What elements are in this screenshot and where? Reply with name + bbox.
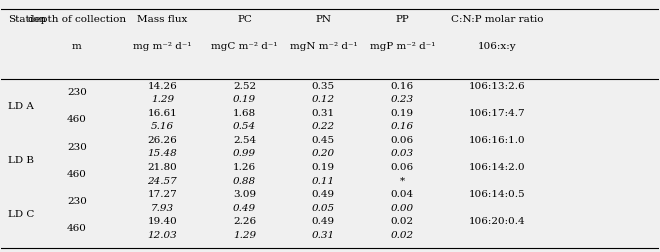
Text: 0.31: 0.31	[312, 231, 335, 240]
Text: 0.06: 0.06	[391, 163, 414, 172]
Text: LD B: LD B	[8, 156, 34, 165]
Text: 1.26: 1.26	[233, 163, 256, 172]
Text: 14.26: 14.26	[148, 82, 178, 91]
Text: 0.04: 0.04	[391, 190, 414, 199]
Text: LD A: LD A	[8, 102, 34, 111]
Text: 0.00: 0.00	[391, 204, 414, 213]
Text: 106:14:2.0: 106:14:2.0	[469, 163, 526, 172]
Text: 2.54: 2.54	[233, 136, 256, 145]
Text: 12.03: 12.03	[148, 231, 178, 240]
Text: mgC m⁻² d⁻¹: mgC m⁻² d⁻¹	[211, 42, 278, 51]
Text: Station: Station	[8, 15, 46, 24]
Text: 106:13:2.6: 106:13:2.6	[469, 82, 526, 91]
Text: mgN m⁻² d⁻¹: mgN m⁻² d⁻¹	[290, 42, 357, 51]
Text: Mass flux: Mass flux	[137, 15, 187, 24]
Text: m: m	[72, 42, 82, 51]
Text: 230: 230	[67, 197, 87, 206]
Text: 24.57: 24.57	[148, 176, 178, 185]
Text: PP: PP	[395, 15, 409, 24]
Text: 0.31: 0.31	[312, 109, 335, 118]
Text: 0.11: 0.11	[312, 176, 335, 185]
Text: LD C: LD C	[8, 210, 34, 219]
Text: PC: PC	[237, 15, 252, 24]
Text: 15.48: 15.48	[148, 149, 178, 159]
Text: 2.52: 2.52	[233, 82, 256, 91]
Text: 0.05: 0.05	[312, 204, 335, 213]
Text: 0.88: 0.88	[233, 176, 256, 185]
Text: 460: 460	[67, 170, 87, 179]
Text: 0.19: 0.19	[391, 109, 414, 118]
Text: 0.20: 0.20	[312, 149, 335, 159]
Text: 0.22: 0.22	[312, 122, 335, 131]
Text: 3.09: 3.09	[233, 190, 256, 199]
Text: 230: 230	[67, 143, 87, 152]
Text: 1.68: 1.68	[233, 109, 256, 118]
Text: 0.49: 0.49	[233, 204, 256, 213]
Text: 0.49: 0.49	[312, 217, 335, 226]
Text: 0.12: 0.12	[312, 95, 335, 104]
Text: mg m⁻² d⁻¹: mg m⁻² d⁻¹	[133, 42, 191, 51]
Text: 1.29: 1.29	[233, 231, 256, 240]
Text: 0.54: 0.54	[233, 122, 256, 131]
Text: PN: PN	[315, 15, 331, 24]
Text: 0.16: 0.16	[391, 122, 414, 131]
Text: 0.16: 0.16	[391, 82, 414, 91]
Text: 230: 230	[67, 88, 87, 97]
Text: 106:16:1.0: 106:16:1.0	[469, 136, 526, 145]
Text: 2.26: 2.26	[233, 217, 256, 226]
Text: 1.29: 1.29	[151, 95, 174, 104]
Text: 17.27: 17.27	[148, 190, 178, 199]
Text: 0.06: 0.06	[391, 136, 414, 145]
Text: 106:20:0.4: 106:20:0.4	[469, 217, 526, 226]
Text: 106:17:4.7: 106:17:4.7	[469, 109, 526, 118]
Text: 0.19: 0.19	[312, 163, 335, 172]
Text: mgP m⁻² d⁻¹: mgP m⁻² d⁻¹	[370, 42, 435, 51]
Text: 16.61: 16.61	[148, 109, 178, 118]
Text: 21.80: 21.80	[148, 163, 178, 172]
Text: 0.99: 0.99	[233, 149, 256, 159]
Text: 26.26: 26.26	[148, 136, 178, 145]
Text: 460: 460	[67, 115, 87, 124]
Text: 19.40: 19.40	[148, 217, 178, 226]
Text: 460: 460	[67, 224, 87, 233]
Text: 0.02: 0.02	[391, 231, 414, 240]
Text: 0.03: 0.03	[391, 149, 414, 159]
Text: 106:x:y: 106:x:y	[478, 42, 517, 51]
Text: 0.19: 0.19	[233, 95, 256, 104]
Text: 0.23: 0.23	[391, 95, 414, 104]
Text: 106:14:0.5: 106:14:0.5	[469, 190, 526, 199]
Text: C:N:P molar ratio: C:N:P molar ratio	[451, 15, 544, 24]
Text: 7.93: 7.93	[151, 204, 174, 213]
Text: 0.49: 0.49	[312, 190, 335, 199]
Text: 0.45: 0.45	[312, 136, 335, 145]
Text: 5.16: 5.16	[151, 122, 174, 131]
Text: 0.02: 0.02	[391, 217, 414, 226]
Text: depth of collection: depth of collection	[28, 15, 126, 24]
Text: 0.35: 0.35	[312, 82, 335, 91]
Text: *: *	[400, 176, 405, 185]
